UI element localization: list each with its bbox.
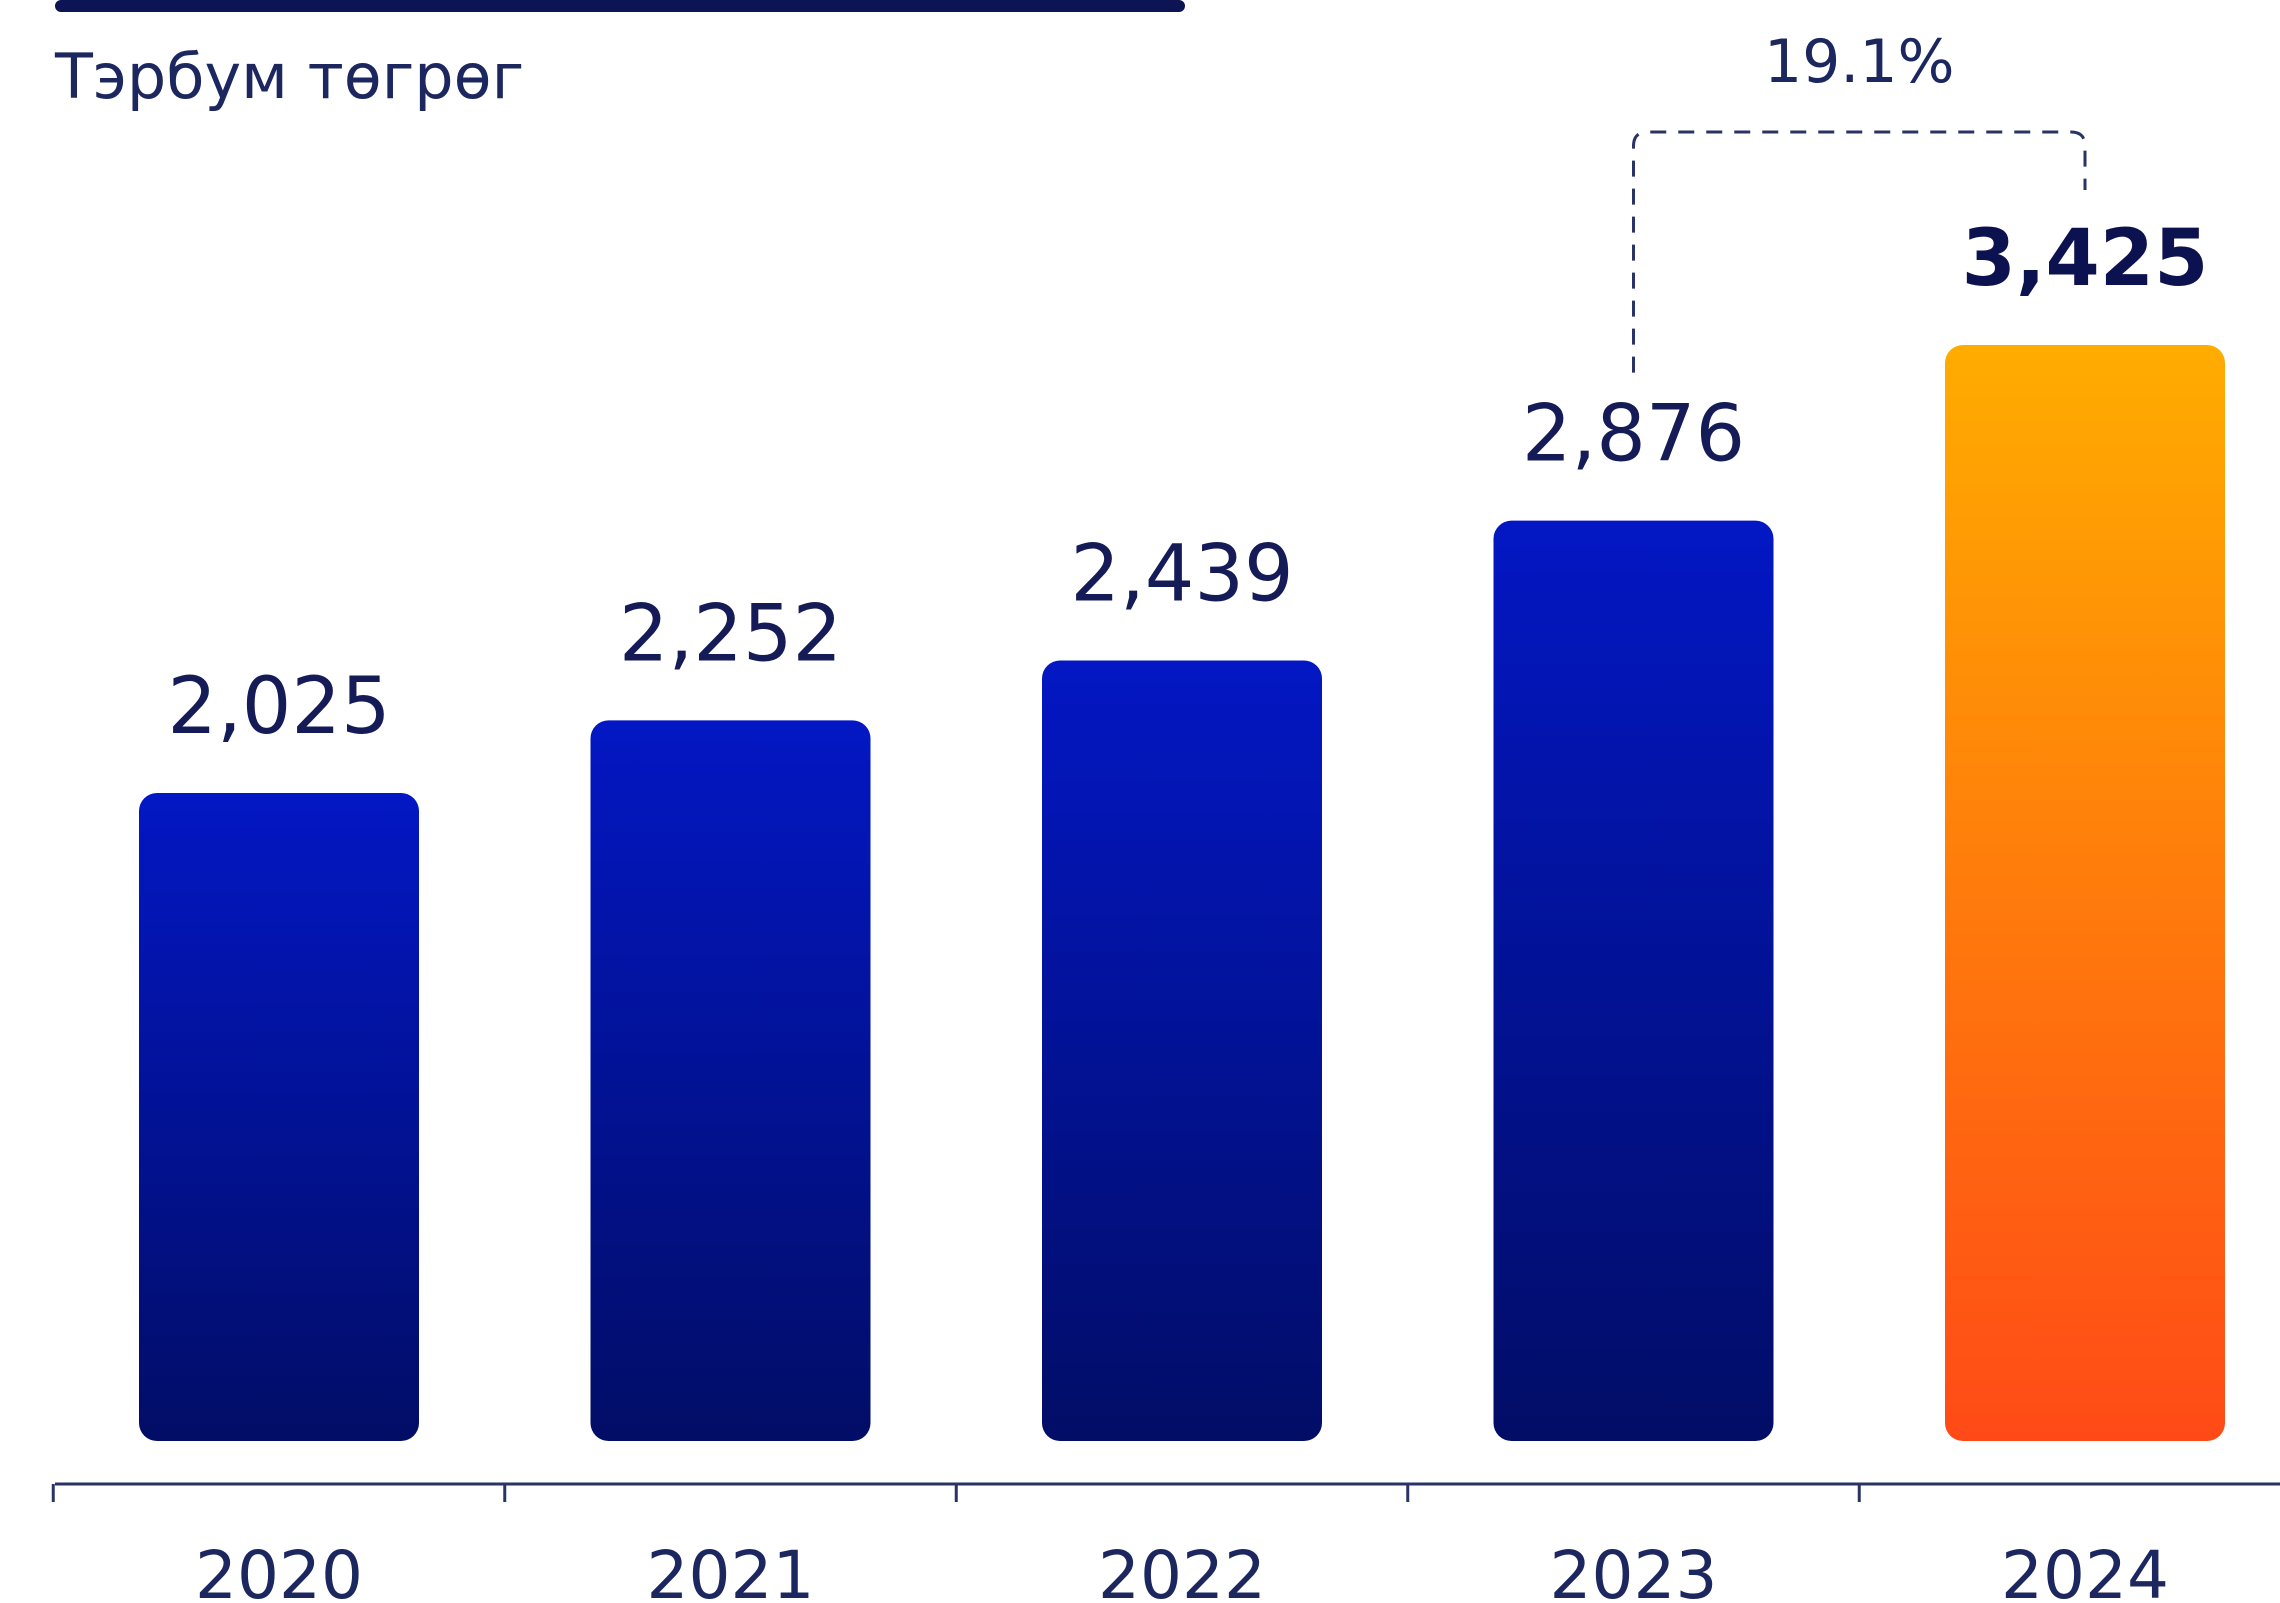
bar-2024 [1945, 345, 2225, 1441]
value-label-2022: 2,439 [1070, 530, 1293, 620]
growth-bracket [1632, 130, 2087, 373]
tick-label-2023: 2023 [1550, 1537, 1718, 1603]
bar-2022 [1042, 660, 1322, 1441]
tick-label-2024: 2024 [2001, 1537, 2169, 1603]
value-label-2024: 3,425 [1962, 214, 2209, 304]
value-label-2021: 2,252 [619, 589, 842, 679]
x-axis-ticks [51, 1484, 1861, 1502]
tick-label-2020: 2020 [195, 1537, 363, 1603]
growth-label: 19.1% [1764, 27, 1955, 97]
cropped-title-fragment [55, 0, 1185, 12]
bar-2021 [590, 720, 871, 1441]
unit-label: Тэрбум төгрөг [54, 40, 524, 113]
value-label-2020: 2,025 [167, 662, 390, 752]
bars-group [139, 345, 2225, 1441]
value-labels-group: 2,025 2,252 2,439 2,876 3,425 [167, 214, 2208, 752]
tick-label-2022: 2022 [1098, 1537, 1266, 1603]
value-label-2023: 2,876 [1522, 390, 1745, 480]
x-axis-tick-labels: 2020 2021 2022 2023 2024 [195, 1537, 2169, 1603]
bar-2020 [139, 793, 419, 1441]
tick-label-2021: 2021 [647, 1537, 815, 1603]
bar-2023 [1493, 520, 1774, 1441]
